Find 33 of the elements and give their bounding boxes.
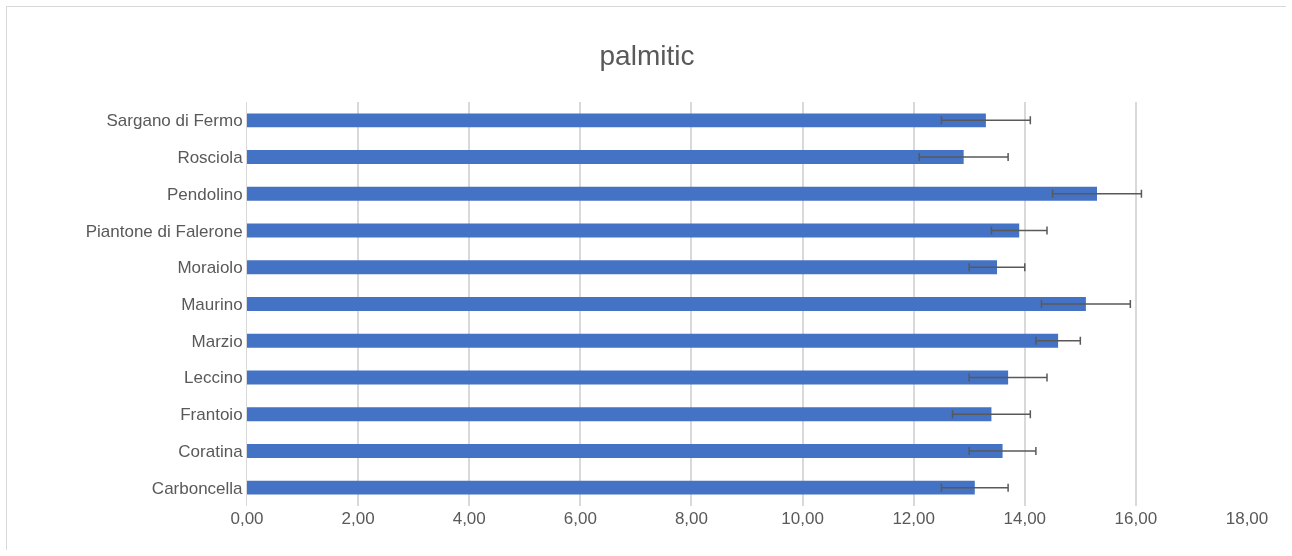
y-tick-label: Moraiolo — [177, 258, 243, 278]
x-tick-label: 4,00 — [452, 509, 486, 528]
bar — [247, 113, 986, 128]
y-tick-label: Maurino — [181, 294, 243, 314]
x-tick-label: 12,00 — [892, 509, 935, 528]
x-tick-label: 14,00 — [1003, 509, 1047, 528]
bar — [247, 260, 997, 275]
y-tick-label: Sargano di Fermo — [106, 111, 243, 131]
y-tick-label: Coratina — [178, 441, 244, 461]
bar — [247, 443, 1003, 458]
y-tick-label: Piantone di Falerone — [85, 221, 243, 241]
x-tick-label: 6,00 — [563, 509, 597, 528]
bar — [247, 297, 1086, 311]
y-tick-label: Carboncella — [151, 478, 244, 498]
chart-title: palmitic — [599, 39, 695, 71]
bar — [247, 150, 964, 165]
x-tick-label: 2,00 — [341, 509, 375, 528]
x-tick-label: 18,00 — [1225, 509, 1269, 528]
bar — [247, 407, 992, 422]
bar — [247, 186, 1097, 201]
bar — [247, 333, 1059, 348]
y-tick-label: Rosciola — [177, 148, 244, 168]
y-tick-label: Frantoio — [180, 405, 243, 425]
bar — [247, 370, 1009, 385]
x-tick-label: 16,00 — [1114, 509, 1158, 528]
bar — [247, 480, 975, 495]
bar — [247, 223, 1020, 238]
y-tick-label: Marzio — [191, 331, 243, 351]
y-tick-label: Leccino — [183, 368, 243, 388]
x-tick-label: 8,00 — [674, 509, 708, 528]
y-tick-label: Pendolino — [166, 184, 243, 204]
x-tick-label: 10,00 — [781, 509, 824, 528]
x-tick-label: 0,00 — [230, 509, 264, 528]
